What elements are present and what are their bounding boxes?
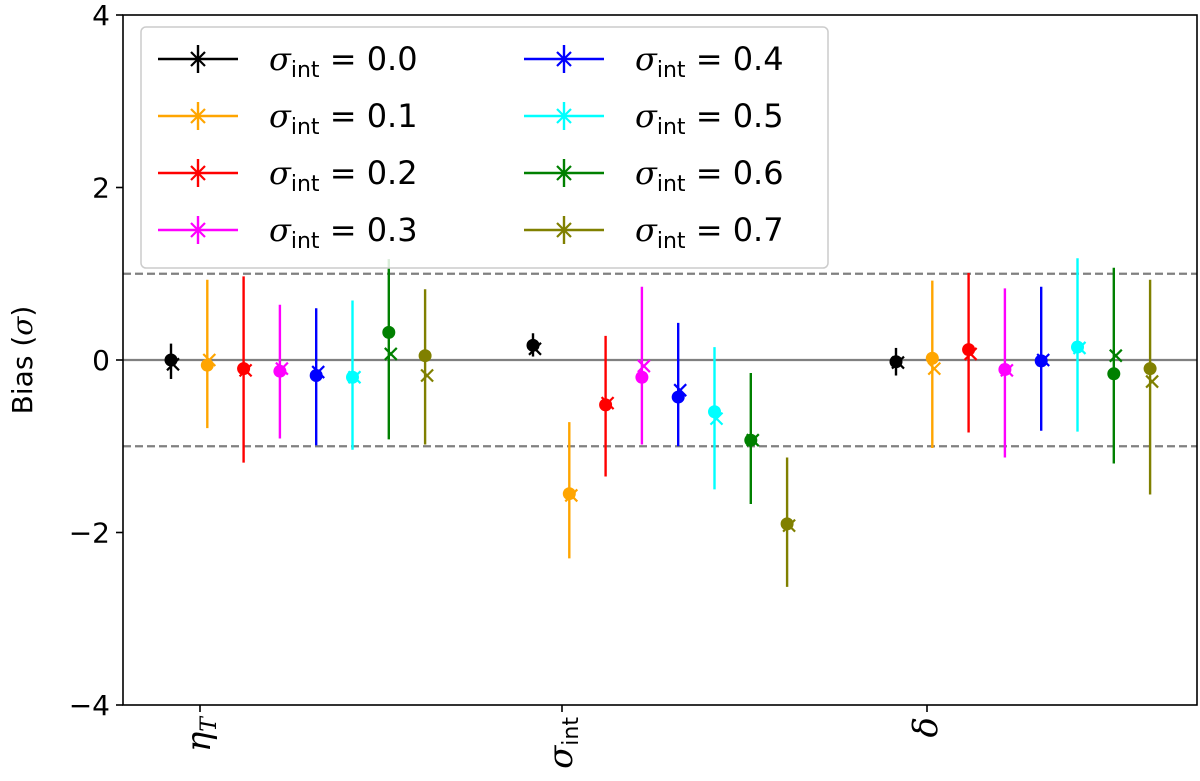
cross-marker bbox=[746, 433, 760, 447]
dot-marker bbox=[346, 370, 359, 384]
cross-marker bbox=[420, 368, 434, 383]
cross-marker bbox=[963, 347, 978, 361]
x-tick-label-delta: δ bbox=[906, 717, 946, 737]
legend-cross bbox=[556, 108, 572, 124]
y-tick-label: 2 bbox=[92, 172, 110, 205]
legend-item: σint = 0.6 bbox=[524, 154, 784, 197]
y-axis-label: Bias (σ) bbox=[6, 306, 39, 415]
legend-label: σint = 0.7 bbox=[635, 211, 784, 254]
legend-cross bbox=[190, 222, 206, 238]
cross-marker bbox=[600, 396, 615, 410]
cross-marker bbox=[891, 355, 905, 370]
cross-marker bbox=[1109, 348, 1123, 363]
series-marks bbox=[164, 258, 1159, 587]
legend: σint = 0.0 σint = 0.1 σint = 0.2 σint = 0.3… bbox=[140, 26, 829, 269]
cross-marker bbox=[673, 383, 687, 397]
cross-marker bbox=[1036, 353, 1050, 367]
cross-marker bbox=[1145, 374, 1159, 389]
legend-cross bbox=[190, 165, 206, 181]
legend-label: σint = 0.6 bbox=[635, 154, 784, 197]
cross-marker bbox=[709, 411, 724, 426]
legend-label: σint = 0.2 bbox=[269, 154, 418, 197]
dot-marker bbox=[1143, 362, 1157, 376]
series-7 bbox=[418, 279, 1159, 587]
cross-marker bbox=[238, 363, 253, 378]
series-3 bbox=[273, 286, 1014, 458]
dot-marker bbox=[744, 433, 758, 447]
dot-marker bbox=[925, 351, 939, 365]
cross-marker bbox=[311, 365, 325, 379]
cross-marker bbox=[1072, 341, 1087, 355]
x-axis: ηT σint δ bbox=[179, 705, 946, 769]
dot-marker bbox=[418, 349, 432, 363]
cross-marker bbox=[782, 518, 796, 533]
dot-marker bbox=[1107, 367, 1121, 381]
legend-item: σint = 0.3 bbox=[158, 211, 418, 254]
cross-marker bbox=[384, 347, 398, 361]
legend-item: σint = 0.5 bbox=[524, 97, 784, 140]
legend-cross bbox=[556, 165, 572, 181]
cross-marker bbox=[528, 342, 542, 356]
series-1 bbox=[200, 279, 942, 559]
series-0 bbox=[164, 333, 905, 379]
series-4 bbox=[309, 286, 1050, 447]
reference-lines bbox=[123, 272, 1197, 448]
legend-label: σint = 0.1 bbox=[269, 97, 418, 140]
x-tick-label-eta: ηT bbox=[179, 715, 222, 752]
cross-marker bbox=[347, 370, 362, 385]
y-tick-label: 4 bbox=[92, 0, 110, 32]
cross-marker bbox=[637, 359, 651, 373]
y-tick-label: −2 bbox=[69, 517, 110, 550]
legend-label: σint = 0.5 bbox=[635, 97, 784, 140]
legend-cross bbox=[556, 222, 572, 238]
legend-item: σint = 0.1 bbox=[158, 97, 418, 140]
cross-marker bbox=[166, 357, 180, 372]
y-axis: −4 −2 0 2 4 bbox=[69, 0, 123, 722]
legend-cross bbox=[556, 51, 572, 67]
series-2 bbox=[237, 272, 978, 477]
legend-box bbox=[140, 26, 829, 269]
cross-marker bbox=[927, 361, 942, 376]
series-6 bbox=[382, 259, 1123, 505]
legend-cross bbox=[190, 108, 206, 124]
cross-marker bbox=[564, 488, 579, 503]
cross-marker bbox=[275, 361, 289, 376]
dot-marker bbox=[164, 353, 178, 367]
dot-marker bbox=[962, 343, 976, 357]
legend-cross bbox=[190, 51, 206, 67]
legend-label: σint = 0.0 bbox=[269, 40, 418, 83]
dot-marker bbox=[708, 405, 721, 419]
legend-label: σint = 0.4 bbox=[635, 40, 784, 83]
x-tick-label-sigma: σint bbox=[541, 717, 584, 769]
y-tick-label: −4 bbox=[69, 689, 110, 722]
legend-item: σint = 0.7 bbox=[524, 211, 784, 254]
legend-item: σint = 0.4 bbox=[524, 40, 784, 83]
series-5 bbox=[346, 258, 1087, 490]
dot-marker bbox=[635, 370, 649, 384]
legend-item: σint = 0.0 bbox=[158, 40, 418, 83]
legend-item: σint = 0.2 bbox=[158, 154, 418, 197]
legend-label: σint = 0.3 bbox=[269, 211, 418, 254]
dot-marker bbox=[671, 390, 685, 404]
cross-marker bbox=[202, 353, 217, 367]
cross-marker bbox=[1000, 363, 1014, 378]
dot-marker bbox=[382, 325, 396, 339]
y-tick-label: 0 bbox=[92, 344, 110, 377]
